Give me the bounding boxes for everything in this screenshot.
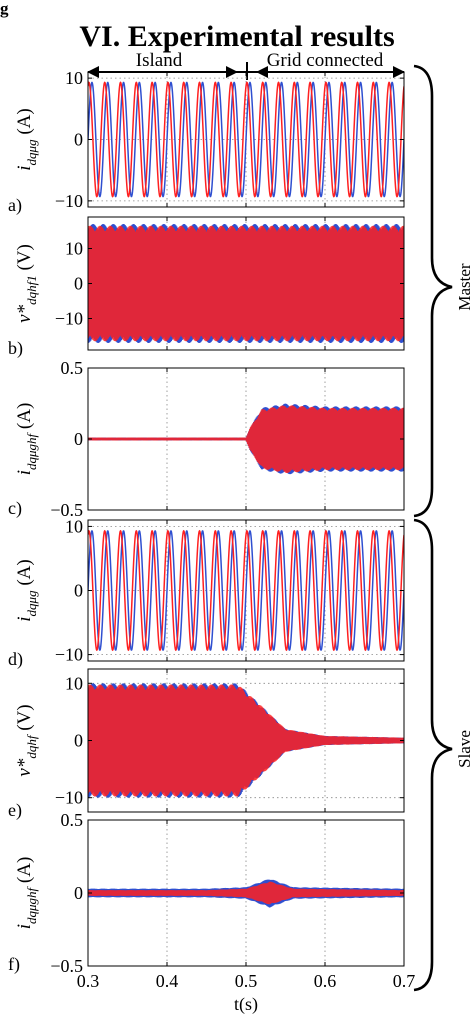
y-tick-label: 10 — [65, 516, 83, 536]
x-tick-label: 0.4 — [156, 971, 179, 991]
y-axis-label-unit: (A) — [14, 108, 35, 139]
y-axis-label-symbol: v* — [14, 758, 35, 776]
series-line-red — [88, 405, 404, 473]
y-axis-label-d: idqμg (A) — [14, 559, 39, 621]
series-group-c — [88, 403, 404, 475]
y-axis-label-subscript: dqμghf — [24, 431, 39, 470]
x-tick-label: 0.3 — [77, 971, 100, 991]
island-label: Island — [136, 50, 183, 71]
y-axis-label-subscript: dqμg — [24, 139, 39, 166]
series-group-f — [88, 879, 404, 908]
y-tick-label: 0 — [74, 274, 83, 294]
y-tick-label: 0 — [74, 581, 83, 601]
series-group-d — [88, 529, 404, 652]
y-axis-label-symbol: v* — [14, 304, 35, 322]
y-axis-label-symbol: i — [14, 924, 35, 929]
y-tick-label: −10 — [55, 309, 83, 329]
y-tick-label: −0.5 — [50, 956, 83, 976]
y-axis-label-unit: (A) — [14, 403, 35, 434]
series-line-red — [88, 81, 404, 198]
panel-label-f: f) — [8, 954, 20, 975]
series-line-blue — [88, 530, 404, 651]
y-axis-label-subscript: dqhf — [24, 733, 39, 759]
y-axis-label-c: idqμghf (A) — [14, 403, 39, 476]
series-group-b — [88, 223, 404, 344]
panel-label-e: e) — [8, 800, 22, 821]
y-axis-label-unit: (A) — [14, 559, 35, 590]
y-tick-label: −10 — [55, 191, 83, 211]
panel-e: 10 0 −10 e) v*dqhf (V) — [8, 668, 405, 821]
x-tick-label: 0.5 — [235, 971, 258, 991]
series-line-red — [88, 684, 404, 797]
y-tick-label: −10 — [55, 788, 83, 808]
series-line-red — [88, 225, 404, 342]
y-tick-label: 0.5 — [61, 358, 84, 378]
panel-d: 10 0 −10 d) idqμg (A) — [8, 516, 405, 670]
series-group-a — [88, 81, 404, 198]
panel-b: 10 0 −10 b) v*dqhf1 (V) — [8, 216, 405, 359]
x-axis-label: t(s) — [234, 994, 258, 1015]
y-tick-label: 10 — [65, 673, 83, 693]
y-axis-label-symbol: i — [14, 470, 35, 475]
series-group-e — [88, 683, 404, 798]
grid-connected-label: Grid connected — [267, 50, 384, 71]
panel-f: 0.5 0 −0.5 f) idqμghf (A) 0.3 0.4 0.5 0.6 0.7 t(s) — [8, 810, 415, 1015]
y-tick-label: 0 — [74, 731, 83, 751]
series-line-red — [88, 529, 404, 652]
panel-label-b: b) — [8, 338, 23, 359]
slave-brace: Slave — [413, 518, 474, 992]
y-tick-label: −10 — [55, 645, 83, 665]
y-axis-label-symbol: i — [14, 165, 35, 170]
master-brace-path — [413, 64, 453, 518]
x-tick-label: 0.7 — [393, 971, 416, 991]
y-axis-label-unit: (A) — [14, 857, 35, 888]
y-axis-label-unit: (V) — [14, 244, 35, 275]
master-brace: Master — [413, 64, 474, 518]
slave-label: Slave — [455, 730, 474, 768]
y-axis-label-subscript: dqμg — [24, 590, 39, 617]
y-tick-label: 0.5 — [61, 810, 84, 830]
x-tick-label: 0.6 — [314, 971, 337, 991]
y-axis-label-a: idqμg (A) — [14, 108, 39, 170]
y-tick-label: 0 — [74, 429, 83, 449]
panel-c: 0.5 0 −0.5 c) idqμghf (A) — [8, 358, 405, 520]
series-line-red — [88, 881, 404, 905]
y-axis-label-symbol: i — [14, 616, 35, 621]
panel-label-d: d) — [8, 649, 23, 670]
section-title: VI. Experimental results — [79, 20, 394, 53]
y-tick-label: 0 — [74, 883, 83, 903]
panel-a: 10 0 −10 a) idqμg (A) — [8, 68, 405, 216]
panel-label-c: c) — [8, 498, 22, 519]
y-axis-label-subscript: dqμghf — [24, 885, 39, 924]
panel-label-a: a) — [8, 195, 22, 216]
y-tick-label: 10 — [65, 68, 83, 88]
y-tick-label: 10 — [65, 239, 83, 259]
cut-header-text: g — [0, 0, 9, 18]
slave-brace-path — [413, 518, 453, 992]
y-axis-label-subscript: dqhf1 — [24, 275, 39, 305]
master-label: Master — [455, 263, 474, 311]
y-axis-label-b: v*dqhf1 (V) — [14, 244, 39, 323]
chart-panels: 100−10a)idqμg (A)100−10b)v*dqhf1 (V)0.50… — [8, 68, 415, 1015]
y-axis-label-unit: (V) — [14, 704, 35, 735]
y-tick-label: 0 — [74, 130, 83, 150]
y-axis-label-f: idqμghf (A) — [14, 857, 39, 930]
y-tick-label: −0.5 — [50, 500, 83, 520]
y-axis-label-e: v*dqhf (V) — [14, 704, 39, 776]
